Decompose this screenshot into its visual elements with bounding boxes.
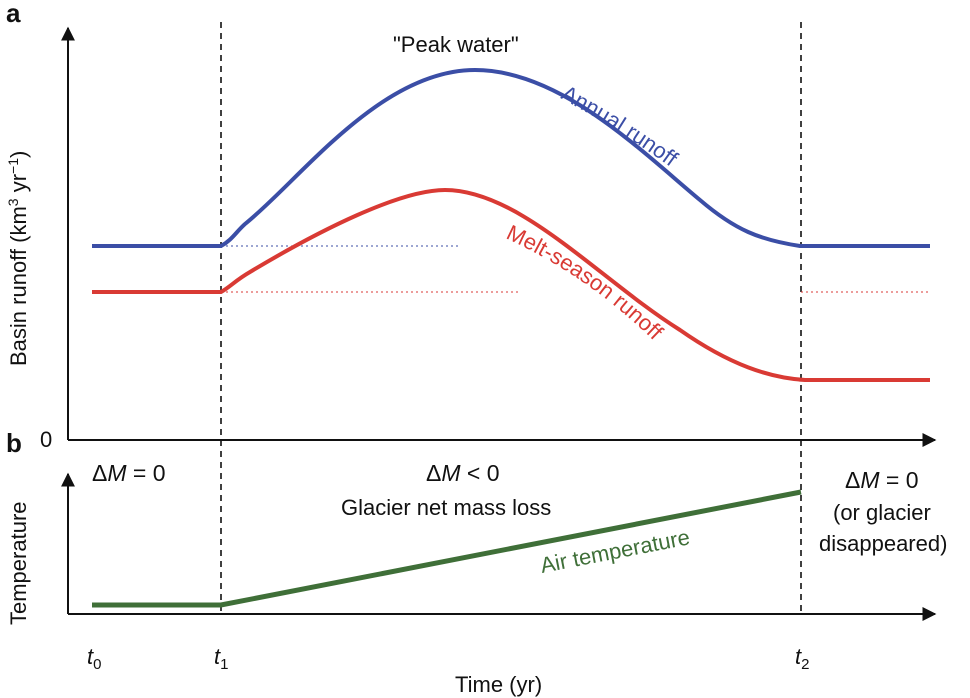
peak-water-label: "Peak water" xyxy=(393,32,519,57)
air-temperature-label: Air temperature xyxy=(538,524,692,577)
tick-t1: t1 xyxy=(214,644,228,673)
panel-b-letter: b xyxy=(6,428,22,458)
dm-mid-label: ΔM < 0 xyxy=(426,460,500,486)
panel-b-y-axis-label: Temperature xyxy=(6,501,31,625)
dm-right-label: ΔM = 0 xyxy=(845,467,919,493)
melt-season-runoff-label: Melt-season runoff xyxy=(503,220,669,345)
panel-a-y-axis-label: Basin runoff (km3 yr−1) xyxy=(5,151,31,366)
melt-season-runoff-line xyxy=(92,187,930,382)
panel-a-letter: a xyxy=(6,0,21,28)
tick-t0: t0 xyxy=(87,644,101,673)
glacier-right-line1: (or glacier xyxy=(833,500,931,525)
annual-runoff-label: Annual runoff xyxy=(558,80,683,171)
zero-label: 0 xyxy=(40,427,52,452)
annual-runoff-line xyxy=(92,67,930,248)
glacier-right-line2: disappeared) xyxy=(819,531,947,556)
glacier-net-mass-loss-label: Glacier net mass loss xyxy=(341,495,551,520)
x-axis-label: Time (yr) xyxy=(455,672,542,697)
air-temperature-line xyxy=(92,489,802,608)
tick-t2: t2 xyxy=(795,644,809,673)
dm-left-label: ΔM = 0 xyxy=(92,460,166,486)
